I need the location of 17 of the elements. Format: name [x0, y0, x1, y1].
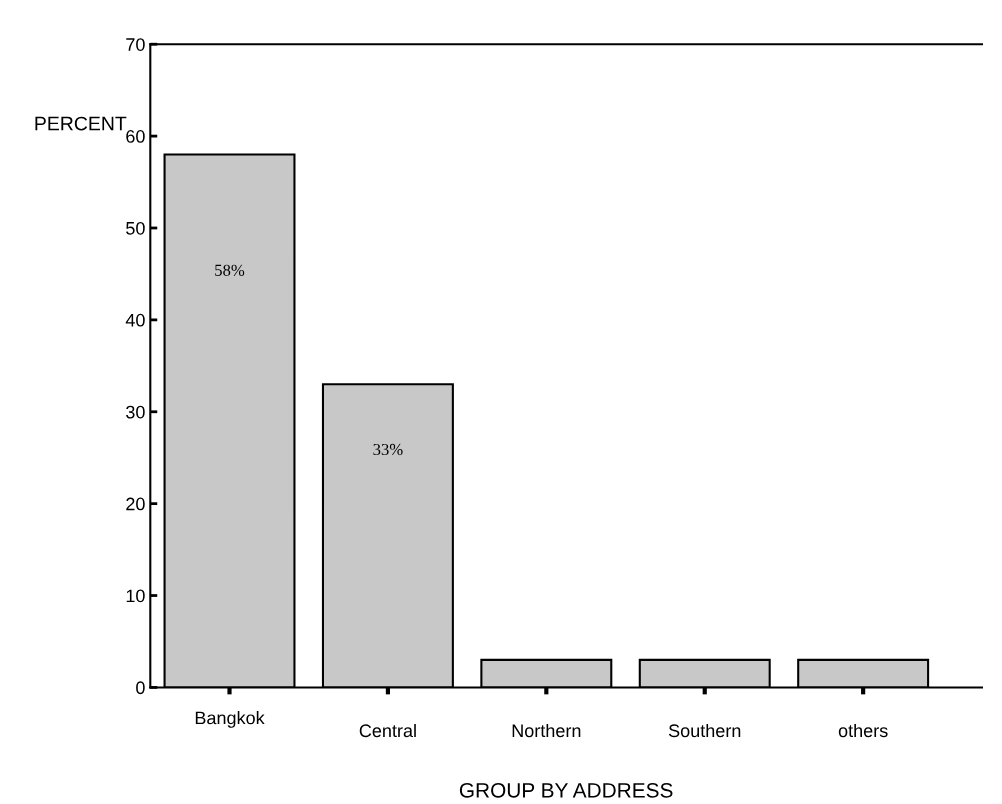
y-tick-label: 10	[126, 589, 145, 603]
x-axis-title: GROUP BY ADDRESS	[459, 782, 673, 798]
data-label: 33%	[373, 443, 403, 456]
y-tick-label: 40	[125, 313, 145, 327]
y-tick-label: 60	[126, 130, 145, 143]
x-tick-label: others	[838, 723, 888, 738]
data-label: 58%	[215, 264, 245, 276]
x-tick-label: Northern	[512, 723, 581, 738]
x-tick-label: Central	[359, 723, 416, 738]
y-tick-label: 0	[136, 681, 145, 695]
y-tick-label: 30	[126, 405, 145, 419]
x-tick-label: Bangkok	[195, 711, 265, 728]
x-tick-label: Southern	[668, 723, 741, 738]
y-tick-label: 20	[126, 497, 145, 511]
y-tick-label: 70	[126, 38, 145, 51]
y-axis-title: PERCENT	[35, 116, 127, 131]
y-tick-label: 50	[126, 221, 145, 235]
